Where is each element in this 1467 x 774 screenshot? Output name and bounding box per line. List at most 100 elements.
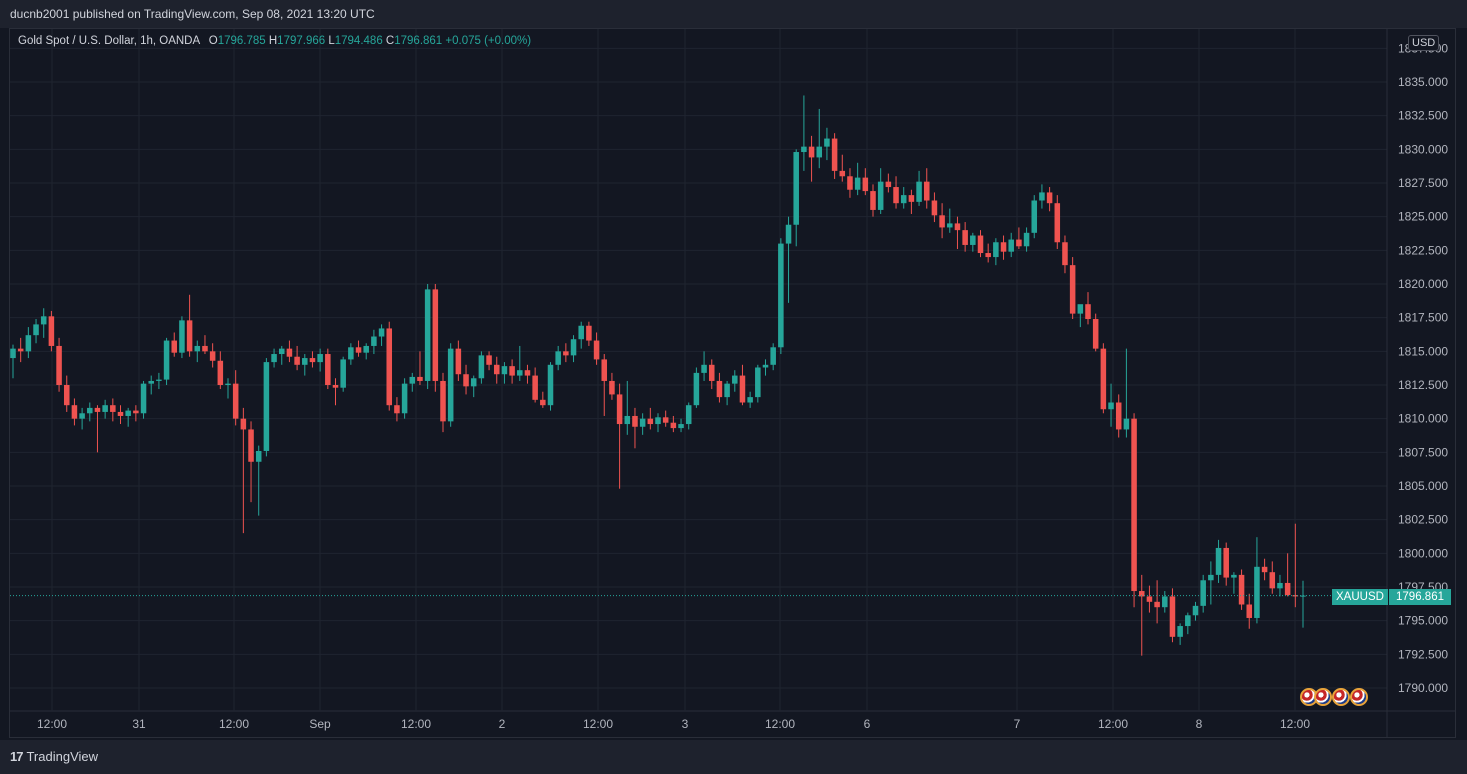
candle-body xyxy=(824,138,830,147)
candle-body xyxy=(816,146,823,158)
candle-body xyxy=(540,399,546,406)
legend-change: +0.075 (+0.00%) xyxy=(445,35,532,47)
candle-body xyxy=(10,348,16,359)
candle-body xyxy=(140,383,147,414)
candle-body xyxy=(931,200,938,216)
candle-body xyxy=(1177,626,1183,637)
x-tick-label: 6 xyxy=(864,717,871,731)
candle-body xyxy=(1023,232,1030,247)
y-tick-label: 1792.500 xyxy=(1398,647,1448,661)
candle-body xyxy=(332,385,339,388)
y-tick-label: 1817.500 xyxy=(1398,311,1448,325)
candle-body xyxy=(417,376,423,381)
candle-body xyxy=(94,407,101,412)
y-tick-label: 1805.000 xyxy=(1398,479,1448,493)
candle-body xyxy=(1146,596,1153,602)
candle-body xyxy=(309,358,316,363)
events-markers[interactable] xyxy=(1300,688,1370,708)
candle-body xyxy=(217,360,224,385)
candle-body xyxy=(240,418,247,430)
candle-body xyxy=(854,177,861,190)
x-tick-label: 3 xyxy=(682,717,689,731)
candle-body xyxy=(255,450,262,462)
candle-body xyxy=(248,429,254,462)
publish-header: ducnb2001 published on TradingView.com, … xyxy=(0,0,1467,28)
y-tick-label: 1815.000 xyxy=(1398,344,1448,358)
candle-body xyxy=(616,394,623,425)
candle-body xyxy=(1200,580,1206,606)
candle-body xyxy=(156,379,162,381)
x-tick-label: 31 xyxy=(132,717,146,731)
candle-body xyxy=(363,345,369,353)
currency-button[interactable]: USD xyxy=(1408,35,1440,51)
candle-body xyxy=(225,383,231,385)
candle-body xyxy=(340,359,346,388)
candle-body xyxy=(1046,192,1053,204)
candle-body xyxy=(1131,418,1137,592)
legend-close-value: 1796.861 xyxy=(394,35,443,47)
us-flag-event-icon[interactable] xyxy=(1314,688,1332,706)
y-tick-label: 1830.000 xyxy=(1398,142,1448,156)
candle-body xyxy=(678,424,684,429)
candle-body xyxy=(102,405,108,412)
candle-body xyxy=(179,320,185,353)
candle-body xyxy=(1000,242,1007,252)
candle-body xyxy=(747,397,753,403)
candle-body xyxy=(593,340,600,360)
candle-body xyxy=(655,417,661,425)
legend-high-value: 1797.966 xyxy=(277,35,326,47)
candle-body xyxy=(685,405,692,425)
y-tick-label: 1832.500 xyxy=(1398,109,1448,123)
candle-body xyxy=(386,328,393,406)
tradingview-logo[interactable]: 17 TradingView xyxy=(10,749,98,764)
y-tick-label: 1835.000 xyxy=(1398,75,1448,89)
candle-body xyxy=(1300,595,1306,597)
candle-body xyxy=(186,320,193,352)
candle-body xyxy=(632,415,638,427)
candle-body xyxy=(1292,595,1299,597)
candle-body xyxy=(63,385,70,406)
candle-body xyxy=(1277,582,1283,589)
candle-body xyxy=(555,351,561,365)
us-flag-event-icon[interactable] xyxy=(1350,688,1368,706)
candle-body xyxy=(900,195,907,204)
candle-body xyxy=(478,355,485,379)
y-tick-label: 1825.000 xyxy=(1398,210,1448,224)
candle-body xyxy=(785,224,792,244)
candle-body xyxy=(778,243,784,348)
candle-body xyxy=(693,372,700,406)
candle-body xyxy=(1162,596,1168,608)
candle-body xyxy=(1008,239,1014,252)
candle-body xyxy=(1246,604,1253,618)
candle-body xyxy=(870,191,876,210)
x-tick-label: 12:00 xyxy=(401,717,431,731)
candle-body xyxy=(71,405,78,419)
candle-body xyxy=(793,152,799,225)
candle-body xyxy=(1169,596,1176,637)
candle-body xyxy=(831,138,838,171)
legend-low-label: L xyxy=(328,35,335,47)
candle-body xyxy=(1092,319,1099,349)
last-price-label: 1796.861 xyxy=(1389,589,1451,605)
candle-body xyxy=(409,376,416,384)
candle-body xyxy=(962,230,968,245)
candle-body xyxy=(724,383,730,398)
candle-body xyxy=(1108,402,1114,410)
candle-body xyxy=(394,405,400,414)
published-text: ducnb2001 published on TradingView.com, … xyxy=(10,7,375,21)
candle-body xyxy=(48,316,55,346)
x-tick-label: 12:00 xyxy=(1280,717,1310,731)
candle-body xyxy=(1115,402,1122,430)
candle-body xyxy=(355,347,362,353)
candle-body xyxy=(755,367,761,398)
candle-body xyxy=(501,366,508,375)
y-tick-label: 1822.500 xyxy=(1398,243,1448,257)
us-flag-event-icon[interactable] xyxy=(1332,688,1350,706)
x-tick-label: 12:00 xyxy=(37,717,67,731)
candle-body xyxy=(440,380,446,422)
legend-high-label: H xyxy=(268,35,278,47)
y-tick-label: 1820.000 xyxy=(1398,277,1448,291)
x-tick-label: 12:00 xyxy=(1098,717,1128,731)
candle-body xyxy=(639,418,646,427)
